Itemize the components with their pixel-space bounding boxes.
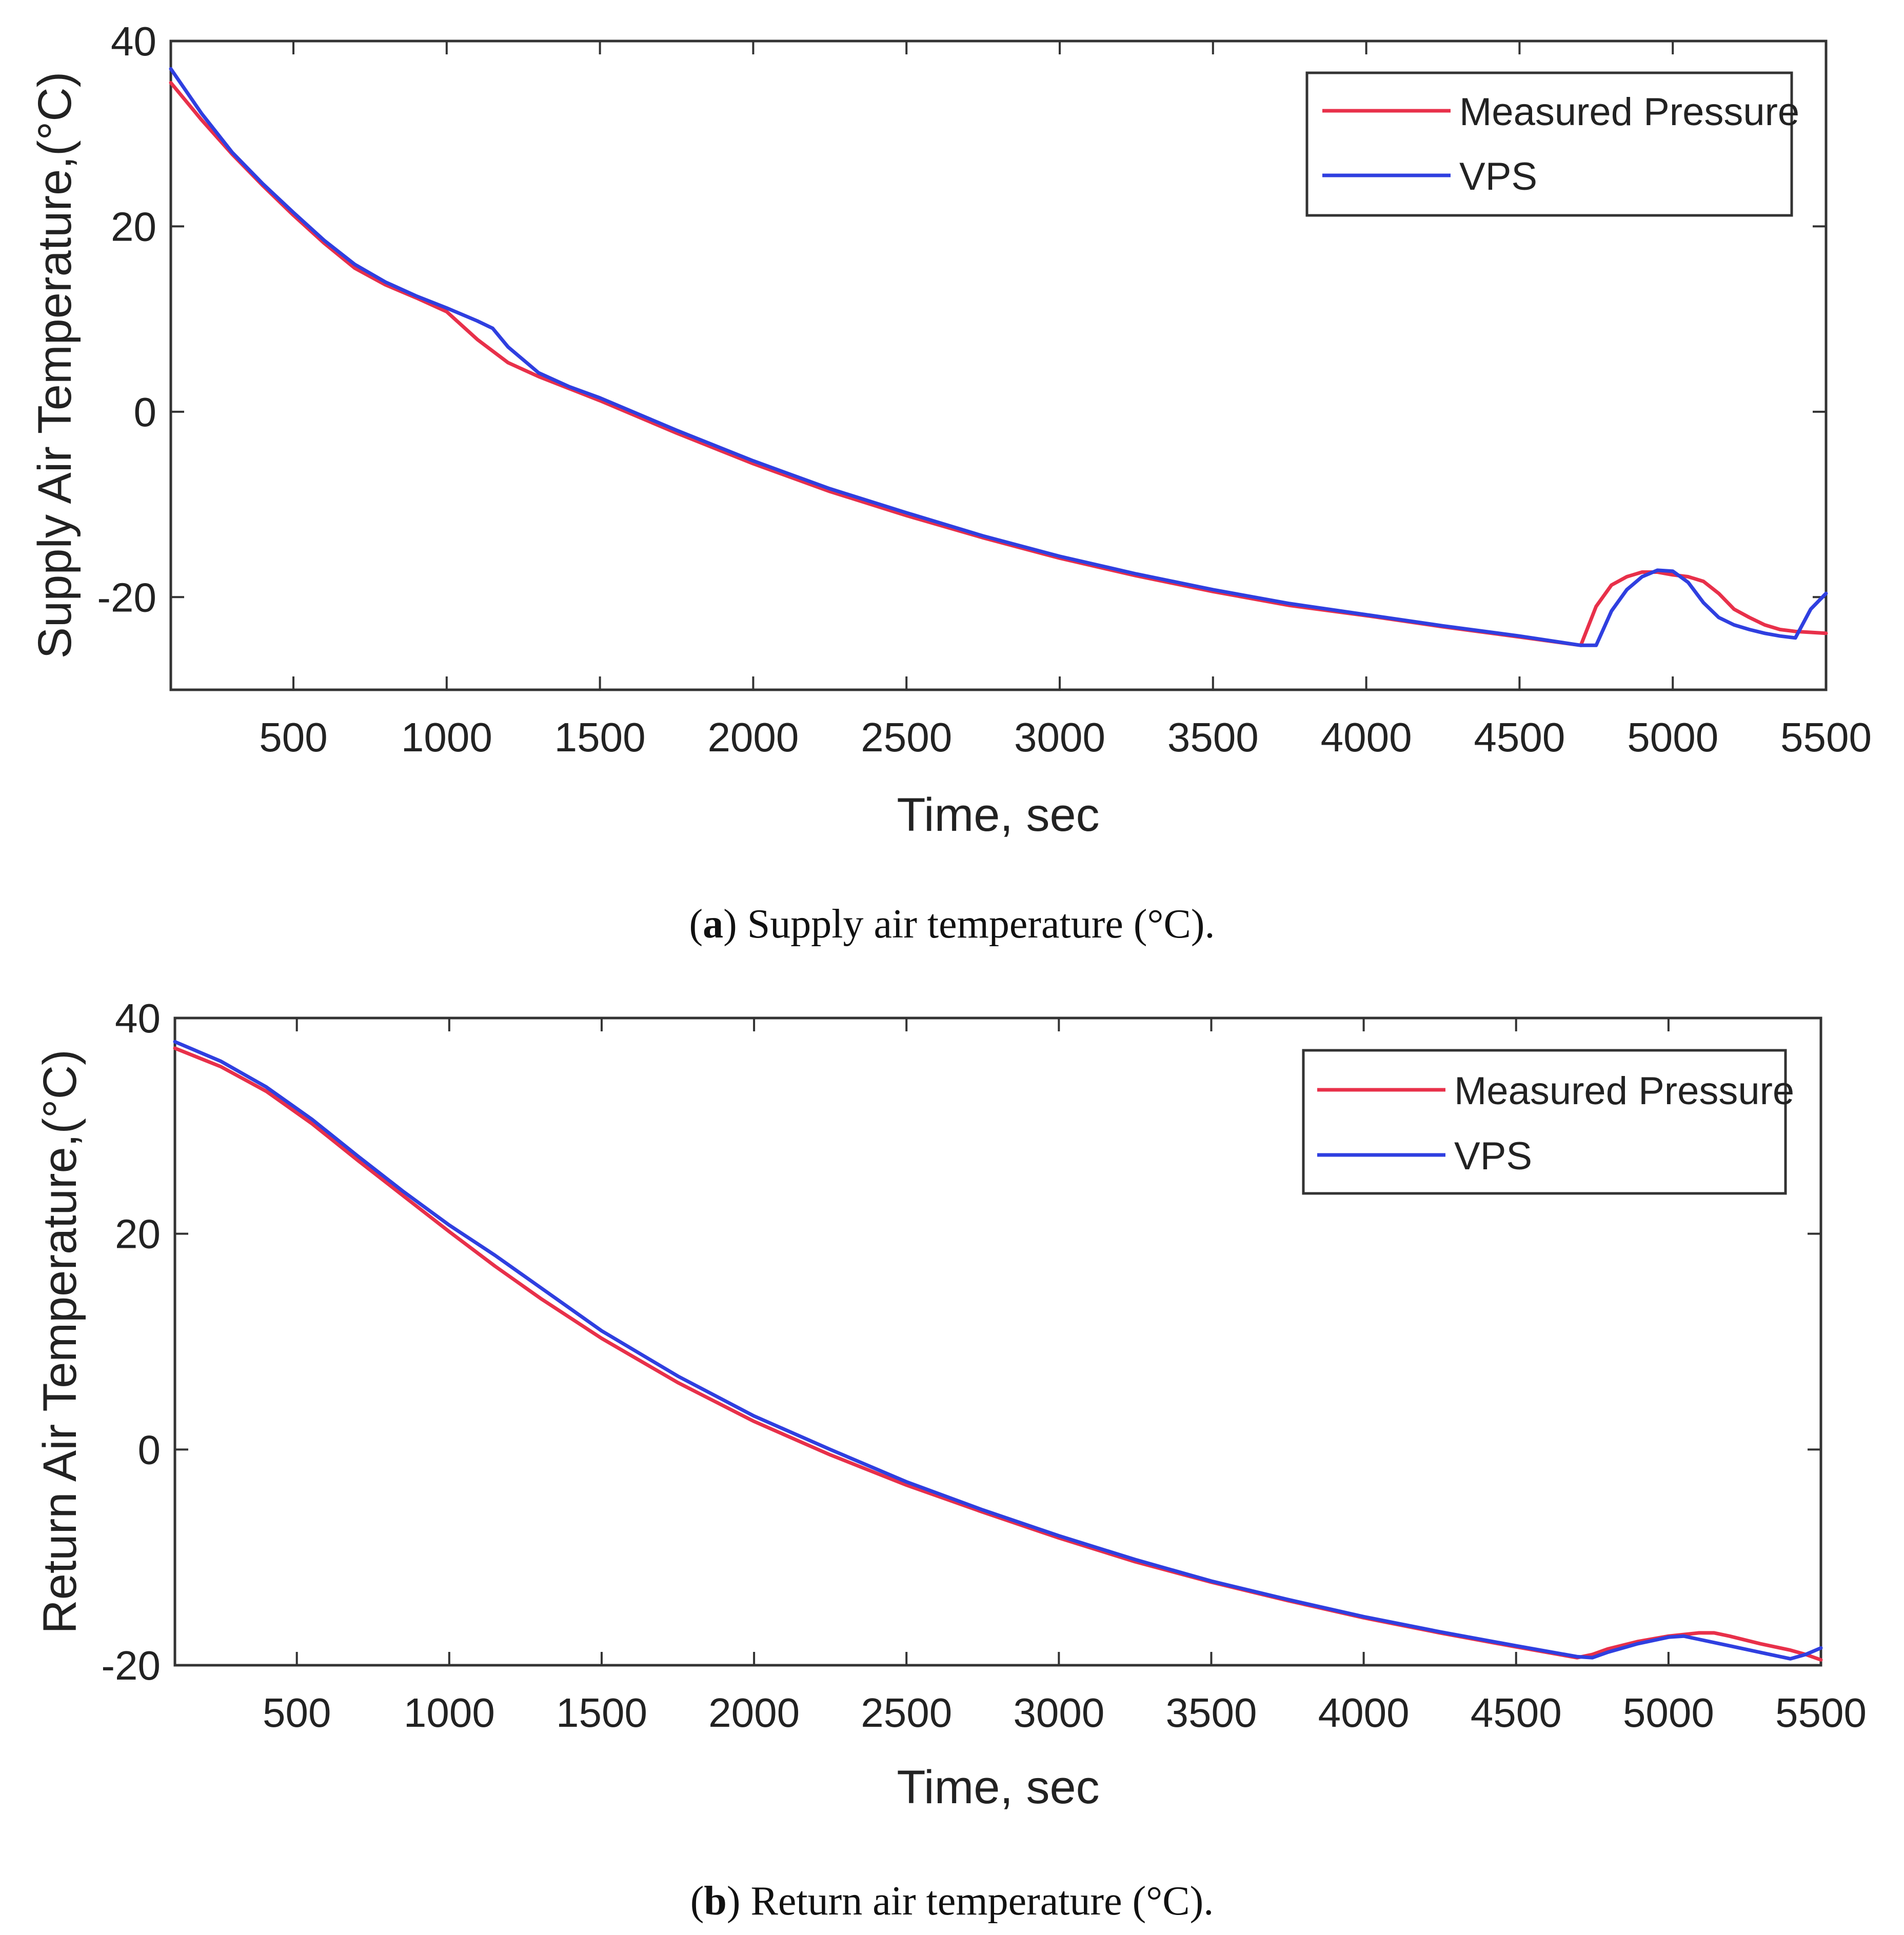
x-tick-label: 2000 [708, 1690, 800, 1735]
x-tick-label: 1500 [556, 1690, 647, 1735]
x-tick-label: 500 [263, 1690, 331, 1735]
legend: Measured Pressure VPS [1305, 71, 1799, 217]
plot-area-frame [173, 1016, 1822, 1667]
x-tick-label: 5000 [1627, 714, 1718, 760]
series-line-measured-pressure [169, 81, 1828, 647]
x-tick-label: 1500 [554, 714, 646, 760]
x-tick-label: 3000 [1013, 1690, 1104, 1735]
x-tick-label: 5500 [1780, 714, 1872, 760]
y-tick-label: 0 [134, 389, 157, 435]
x-tick-label: 4500 [1474, 714, 1565, 760]
x-tick-label: 2500 [861, 1690, 952, 1735]
legend-box [1302, 1049, 1787, 1195]
series-line-vps [173, 1040, 1823, 1661]
x-tick-label: 3500 [1165, 1690, 1257, 1735]
x-tick-label: 3000 [1014, 714, 1105, 760]
legend-box [1305, 71, 1793, 217]
x-tick-label: 2500 [861, 714, 952, 760]
series-line-vps [169, 67, 1828, 647]
legend-label-measured: Measured Pressure [1459, 90, 1799, 134]
x-tick-label: 4000 [1321, 714, 1412, 760]
x-tick-label: 3500 [1167, 714, 1259, 760]
x-tick-label: 2000 [707, 714, 799, 760]
legend-label-vps: VPS [1459, 155, 1537, 198]
x-tick-label: 5000 [1623, 1690, 1714, 1735]
plot-area-frame [169, 39, 1828, 691]
x-axis-label: Time, sec [897, 789, 1099, 841]
y-tick-label: -20 [101, 1643, 161, 1688]
caption: (a) Supply air temperature (°C). [689, 902, 1215, 947]
chart-supply-air: 500 1000 1500 2000 2500 3000 3500 4000 4500 5000 5… [29, 18, 1872, 947]
y-tick-label: 40 [115, 995, 161, 1041]
x-tick-label: 1000 [401, 714, 492, 760]
y-axis-label: Return Air Temperature,(°C) [34, 1049, 86, 1634]
y-axis-label: Supply Air Temperature,(°C) [29, 72, 81, 659]
legend: Measured Pressure VPS [1302, 1049, 1794, 1195]
ticks-group: 500 1000 1500 2000 2500 3000 3500 4000 4500 5000 5… [101, 995, 1867, 1735]
y-tick-label: 0 [138, 1427, 161, 1472]
x-tick-label: 5500 [1775, 1690, 1867, 1735]
x-tick-label: 1000 [404, 1690, 495, 1735]
x-tick-label: 4500 [1471, 1690, 1562, 1735]
y-tick-label: 40 [111, 18, 156, 64]
caption: (b) Return air temperature (°C). [690, 1879, 1214, 1924]
legend-label-vps: VPS [1454, 1134, 1532, 1178]
x-axis-label: Time, sec [897, 1761, 1099, 1813]
x-tick-label: 4000 [1318, 1690, 1410, 1735]
y-tick-label: 20 [111, 204, 156, 249]
chart-return-air: 500 1000 1500 2000 2500 3000 3500 4000 4500 5000 5… [34, 995, 1867, 1924]
y-tick-label: -20 [97, 574, 156, 620]
series-layer [169, 67, 1828, 647]
legend-label-measured: Measured Pressure [1454, 1069, 1794, 1113]
series-layer [173, 1040, 1823, 1662]
x-tick-label: 500 [259, 714, 327, 760]
ticks-group: 500 1000 1500 2000 2500 3000 3500 4000 4500 5000 5… [97, 18, 1872, 760]
y-tick-label: 20 [115, 1211, 161, 1257]
